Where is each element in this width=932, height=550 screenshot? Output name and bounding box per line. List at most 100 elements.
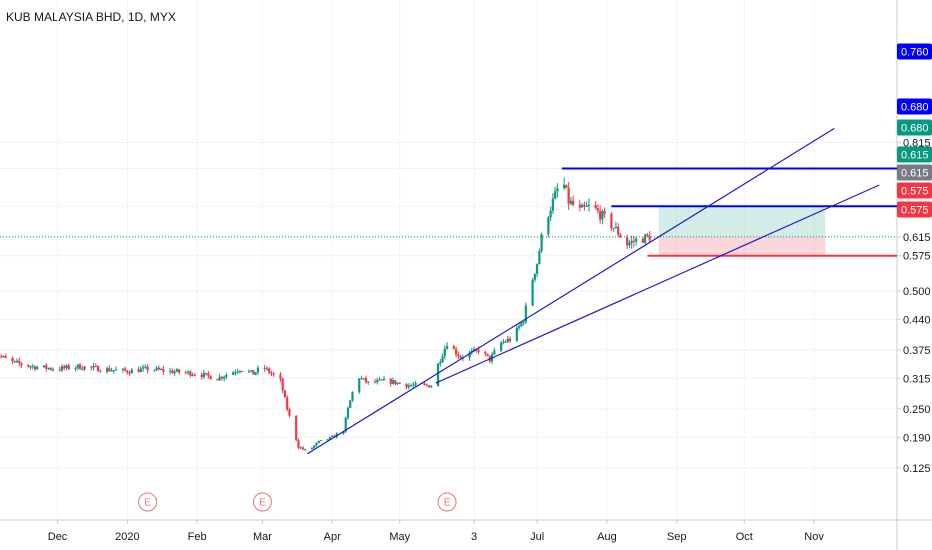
candle-body	[67, 365, 70, 369]
candle	[238, 370, 242, 374]
candle-body	[281, 378, 284, 391]
candle	[563, 177, 566, 191]
candle-body	[49, 367, 52, 370]
candle	[569, 197, 572, 206]
candle-body	[342, 431, 345, 434]
chart-title: KUB MALAYSIA BHD, 1D, MYX	[6, 10, 176, 24]
candle	[254, 372, 257, 376]
candle-body	[581, 204, 584, 208]
earnings-marker-circle	[138, 492, 158, 512]
candle	[515, 325, 518, 343]
candle	[33, 365, 37, 372]
candle-body	[304, 449, 307, 451]
price-tick-label: 0.125	[903, 463, 931, 475]
candle	[594, 201, 597, 210]
candle-body	[445, 346, 449, 349]
candle-body	[157, 367, 160, 370]
candle-body	[171, 370, 174, 374]
candle-body	[207, 373, 210, 376]
candle-body	[144, 366, 147, 368]
candle	[567, 182, 570, 210]
candle	[114, 366, 118, 371]
candle-body	[112, 370, 115, 372]
candle-body	[441, 356, 444, 362]
candle-body	[63, 366, 66, 369]
candle-body	[13, 361, 16, 363]
candle-body	[45, 365, 48, 369]
candle-body	[42, 365, 46, 367]
time-axis[interactable]: Dec 2020 Feb Mar Apr May 3 Jul Aug Sep Oct Nov	[48, 520, 825, 543]
candle	[94, 363, 97, 368]
candle	[549, 206, 552, 222]
candle	[241, 370, 244, 373]
candle	[90, 366, 93, 371]
candle-body	[256, 367, 260, 373]
candle	[378, 376, 381, 381]
candle	[13, 360, 16, 364]
candle	[452, 344, 455, 350]
price-badge-label: 0.760	[901, 47, 929, 59]
candle-body	[81, 369, 84, 371]
candle	[15, 358, 19, 364]
candle	[499, 340, 503, 353]
candle-body	[15, 360, 19, 362]
candle	[468, 350, 471, 361]
candle-body	[92, 366, 95, 368]
candle-body	[234, 372, 237, 374]
trend-line-1[interactable]	[307, 127, 835, 455]
candle-body	[524, 305, 527, 323]
earnings-marker-2[interactable]: E	[252, 492, 272, 512]
candle-body	[454, 349, 458, 355]
candle-body	[328, 436, 332, 440]
price-tick-label: 0.575	[903, 251, 931, 263]
candle-body	[209, 375, 212, 380]
candle	[382, 375, 386, 381]
candle	[583, 201, 586, 211]
candle	[83, 366, 86, 371]
candle	[153, 369, 156, 372]
candle-body	[187, 371, 190, 373]
earnings-marker-3[interactable]: E	[437, 492, 457, 512]
candle-body	[169, 370, 172, 372]
candle-body	[398, 382, 401, 384]
candle-body	[58, 369, 61, 371]
candle-body	[594, 204, 597, 209]
candle-body	[137, 369, 140, 373]
candle	[412, 381, 415, 388]
price-tick-label: 0.315	[903, 373, 931, 385]
time-tick-label: Mar	[253, 531, 272, 543]
candle	[441, 353, 444, 363]
candle	[508, 336, 512, 343]
candle-body	[414, 383, 417, 385]
price-tick-label: 0.250	[903, 404, 931, 416]
candle	[220, 376, 224, 381]
candle	[394, 380, 397, 386]
price-badge-target: 0.680	[897, 119, 932, 136]
candle	[632, 235, 636, 248]
candle	[121, 368, 124, 373]
candle-body	[310, 447, 314, 450]
candle	[360, 375, 363, 380]
trend-line-2[interactable]	[435, 184, 880, 384]
candle	[389, 377, 392, 387]
candle	[349, 400, 352, 408]
candle	[614, 221, 618, 229]
candle-body	[423, 383, 426, 385]
price-badge-level: 0.760	[897, 43, 932, 60]
candle	[189, 370, 192, 378]
candle	[20, 362, 23, 368]
candle	[538, 248, 541, 265]
candle-body	[502, 341, 505, 343]
candle	[610, 212, 613, 232]
candle-body	[409, 385, 413, 387]
candle	[123, 366, 127, 372]
candle-body	[232, 372, 235, 375]
price-badge-entry: 0.615	[897, 164, 932, 181]
candle-body	[486, 353, 489, 356]
candle	[96, 365, 100, 372]
candle	[457, 351, 460, 360]
candle-body	[36, 366, 39, 370]
candle	[256, 365, 260, 375]
earnings-marker-1[interactable]: E	[138, 492, 158, 512]
